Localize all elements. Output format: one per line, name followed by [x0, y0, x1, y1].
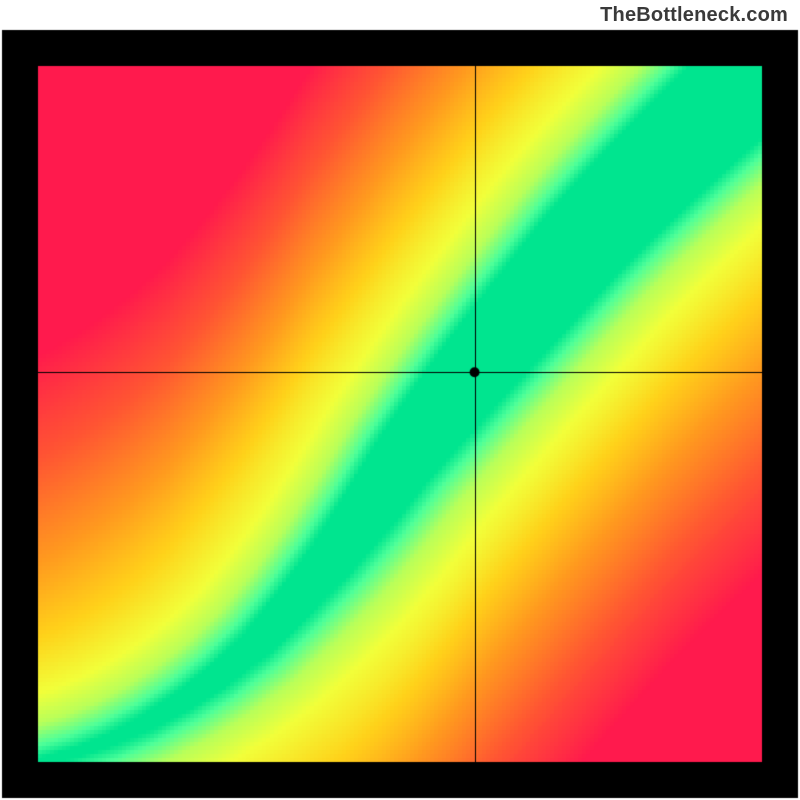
chart-container: TheBottleneck.com [0, 0, 800, 800]
heatmap-canvas [0, 0, 800, 800]
watermark-text: TheBottleneck.com [600, 4, 788, 27]
